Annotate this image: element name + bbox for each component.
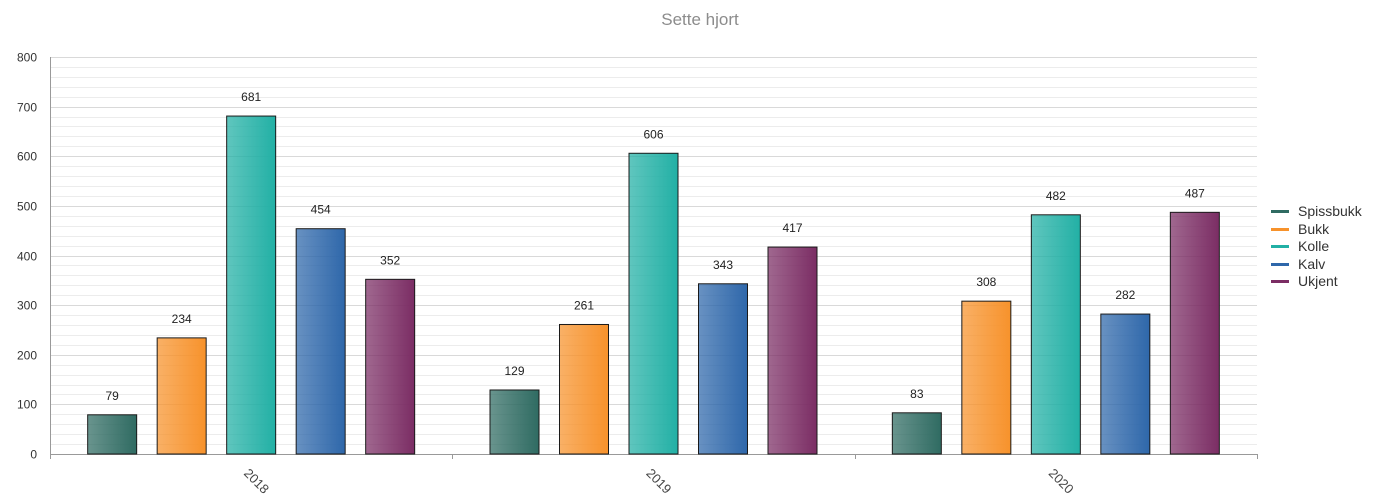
bar-ukjent-2018 [365, 278, 416, 455]
data-label: 606 [643, 127, 663, 141]
legend-label: Kolle [1298, 238, 1330, 254]
x-tick-label: 2020 [1046, 466, 1077, 497]
legend-label: Kalv [1298, 255, 1326, 272]
legend-swatch [1271, 210, 1289, 214]
data-label: 417 [782, 221, 802, 235]
data-label: 79 [105, 389, 119, 403]
bar-kalv-2020 [1100, 313, 1151, 455]
bar-kolle-2019 [628, 152, 679, 455]
bar-kolle-2020 [1030, 214, 1081, 455]
bar-ukjent-2020 [1169, 211, 1220, 455]
y-tick-label: 800 [17, 51, 37, 65]
data-label: 482 [1046, 189, 1066, 203]
chart-title: Sette hjort [661, 10, 739, 29]
y-tick-label: 200 [17, 349, 37, 363]
bar-kalv-2019 [698, 283, 748, 455]
data-label: 308 [976, 275, 996, 289]
y-tick-label: 400 [17, 250, 37, 264]
data-label: 261 [574, 298, 594, 312]
legend-label: Spissbukk [1298, 203, 1362, 219]
legend-swatch [1271, 262, 1289, 266]
data-label: 282 [1115, 288, 1135, 302]
y-tick-label: 0 [30, 448, 37, 462]
legend-item[interactable]: Spissbukk [1271, 203, 1362, 221]
bar-ukjent-2019 [767, 246, 818, 455]
legend-label: Ukjent [1298, 273, 1338, 289]
data-label: 454 [311, 203, 331, 217]
bar-bukk-2019 [559, 323, 609, 455]
bar-spissbukk-2018 [87, 414, 138, 455]
bar-spissbukk-2020 [891, 412, 942, 455]
data-label: 487 [1185, 186, 1205, 200]
bar-kalv-2018 [295, 228, 346, 455]
data-label: 343 [713, 258, 733, 272]
data-label: 129 [504, 364, 524, 378]
bar-spissbukk-2019 [489, 389, 540, 455]
y-tick-label: 300 [17, 299, 37, 313]
legend-item[interactable]: Ukjent [1271, 273, 1362, 291]
legend-item[interactable]: Kalv [1271, 256, 1362, 274]
legend-item[interactable]: Bukk [1271, 221, 1362, 239]
y-tick-label: 600 [17, 150, 37, 164]
y-tick-label: 100 [17, 398, 37, 412]
legend-swatch [1271, 280, 1289, 284]
y-tick-label: 500 [17, 200, 37, 214]
bar-kolle-2018 [226, 115, 277, 455]
legend-swatch [1271, 227, 1289, 231]
x-tick-label: 2018 [241, 466, 272, 497]
data-label: 83 [910, 387, 924, 401]
data-label: 234 [172, 312, 192, 326]
bar-bukk-2020 [961, 300, 1012, 455]
legend: Spissbukk Bukk Kolle Kalv Ukjent [1271, 203, 1362, 291]
y-tick-label: 700 [17, 101, 37, 115]
data-label: 352 [380, 253, 400, 267]
bar-bukk-2018 [156, 337, 207, 455]
x-tick-label: 2019 [643, 466, 674, 497]
legend-item[interactable]: Kolle [1271, 238, 1362, 256]
data-label: 681 [241, 90, 261, 104]
legend-swatch [1271, 245, 1289, 249]
legend-label: Bukk [1298, 220, 1330, 237]
